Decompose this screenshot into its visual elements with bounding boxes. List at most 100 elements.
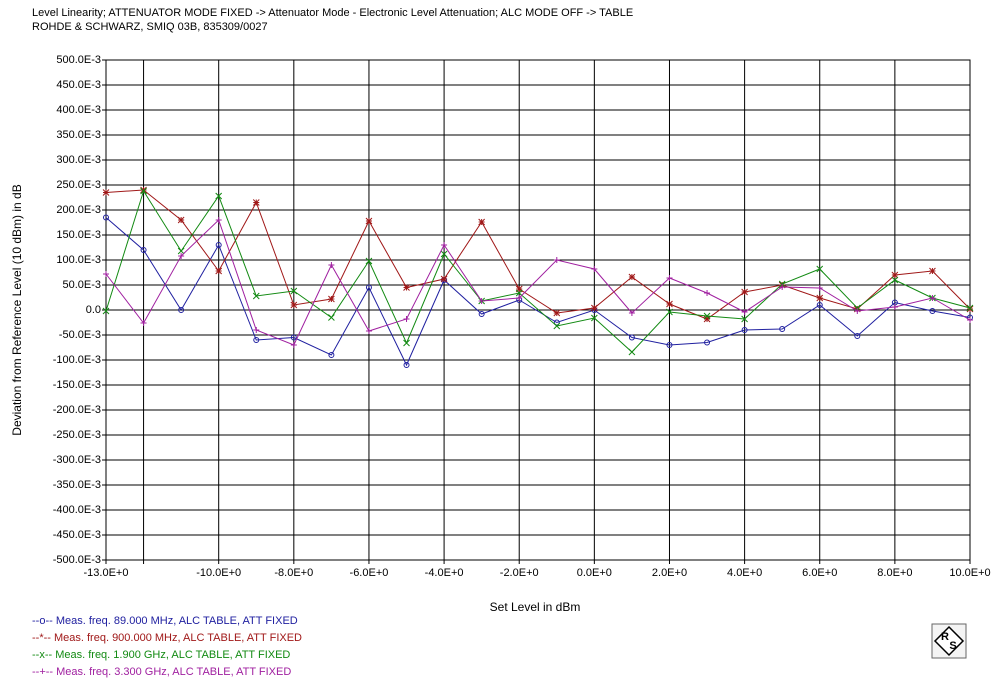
y-tick-label: 0.0 xyxy=(86,304,101,316)
y-tick-label: 450.0E-3 xyxy=(56,79,101,91)
chart-subtitle: ROHDE & SCHWARZ, SMIQ 03B, 835309/0027 xyxy=(32,21,268,33)
marker xyxy=(140,186,147,194)
marker xyxy=(666,308,673,316)
y-tick-label: -100.0E-3 xyxy=(53,354,101,366)
marker xyxy=(816,302,823,308)
y-tick-label: -350.0E-3 xyxy=(53,479,101,491)
marker xyxy=(102,307,110,315)
marker xyxy=(929,267,936,275)
marker xyxy=(966,305,974,313)
marker xyxy=(252,292,260,300)
marker xyxy=(177,247,185,255)
marker xyxy=(628,273,636,281)
marker xyxy=(741,288,748,296)
marker xyxy=(290,342,297,348)
marker xyxy=(891,276,899,284)
marker xyxy=(553,257,560,263)
marker xyxy=(403,316,410,322)
marker xyxy=(440,250,448,258)
marker xyxy=(666,342,673,348)
y-tick-label: -500.0E-3 xyxy=(53,554,101,566)
marker xyxy=(328,314,335,321)
marker xyxy=(403,362,410,368)
marker xyxy=(178,307,185,313)
legend-entry: --+-- Meas. freq. 3.300 GHz, ALC TABLE, … xyxy=(32,666,291,678)
marker xyxy=(666,300,673,308)
logo-diamond xyxy=(933,625,965,657)
y-tick-label: 50.0E-3 xyxy=(62,279,101,291)
marker xyxy=(215,267,223,275)
marker xyxy=(666,275,673,281)
y-tick-label: -50.0E-3 xyxy=(59,329,101,341)
logo-letter: R xyxy=(941,631,949,643)
x-tick-label: -8.0E+0 xyxy=(274,567,313,579)
marker xyxy=(816,265,824,273)
marker xyxy=(403,284,410,291)
x-tick-label: -13.0E+0 xyxy=(84,567,129,579)
y-tick-label: 350.0E-3 xyxy=(56,129,101,141)
y-tick-label: 100.0E-3 xyxy=(56,254,101,266)
marker xyxy=(816,294,824,302)
x-axis-label: Set Level in dBm xyxy=(490,600,581,614)
marker xyxy=(741,315,748,323)
marker xyxy=(215,217,222,223)
marker xyxy=(591,266,598,272)
x-tick-label: 6.0E+0 xyxy=(802,567,837,579)
x-tick-label: 10.0E+0 xyxy=(949,567,990,579)
marker xyxy=(178,253,185,259)
x-tick-label: -10.0E+0 xyxy=(196,567,241,579)
marker xyxy=(703,315,711,323)
series-line xyxy=(105,217,971,367)
marker xyxy=(103,271,109,277)
marker xyxy=(854,333,861,339)
marker xyxy=(328,295,335,303)
y-tick-label: -150.0E-3 xyxy=(53,379,101,391)
series-line xyxy=(105,189,971,353)
marker xyxy=(140,187,147,195)
marker xyxy=(967,317,973,323)
marker xyxy=(290,287,298,295)
marker xyxy=(290,301,298,309)
logo-letter: S xyxy=(949,640,956,652)
marker xyxy=(553,309,561,317)
marker xyxy=(140,247,147,253)
marker xyxy=(516,295,523,301)
marker xyxy=(741,327,748,333)
marker xyxy=(365,217,373,225)
marker xyxy=(704,290,711,296)
y-tick-label: 200.0E-3 xyxy=(56,204,101,216)
x-tick-label: 0.0E+0 xyxy=(577,567,612,579)
marker xyxy=(628,310,635,316)
marker xyxy=(328,262,335,268)
marker xyxy=(515,285,523,293)
marker xyxy=(365,284,372,291)
marker xyxy=(741,309,748,315)
marker xyxy=(590,314,598,322)
legend-entry: --o-- Meas. freq. 89.000 MHz, ALC TABLE,… xyxy=(32,615,298,627)
y-tick-label: 500.0E-3 xyxy=(56,54,101,66)
marker xyxy=(253,327,260,333)
marker xyxy=(816,285,823,291)
x-tick-label: -6.0E+0 xyxy=(350,567,389,579)
marker xyxy=(891,304,898,310)
marker xyxy=(252,199,260,206)
marker xyxy=(140,320,147,326)
marker xyxy=(854,308,861,314)
marker xyxy=(553,322,561,330)
y-tick-label: -300.0E-3 xyxy=(53,454,101,466)
marker xyxy=(290,334,297,341)
series-line xyxy=(105,219,971,346)
y-tick-label: -200.0E-3 xyxy=(53,404,101,416)
y-tick-label: 150.0E-3 xyxy=(56,229,101,241)
marker xyxy=(553,319,560,326)
marker xyxy=(704,339,711,346)
marker xyxy=(103,214,109,221)
logo: R S xyxy=(931,623,967,659)
marker xyxy=(403,339,410,347)
y-tick-label: 250.0E-3 xyxy=(56,179,101,191)
x-tick-label: 8.0E+0 xyxy=(877,567,912,579)
marker xyxy=(929,308,936,314)
series-line xyxy=(105,189,971,320)
marker xyxy=(515,289,523,297)
x-tick-label: 2.0E+0 xyxy=(652,567,687,579)
